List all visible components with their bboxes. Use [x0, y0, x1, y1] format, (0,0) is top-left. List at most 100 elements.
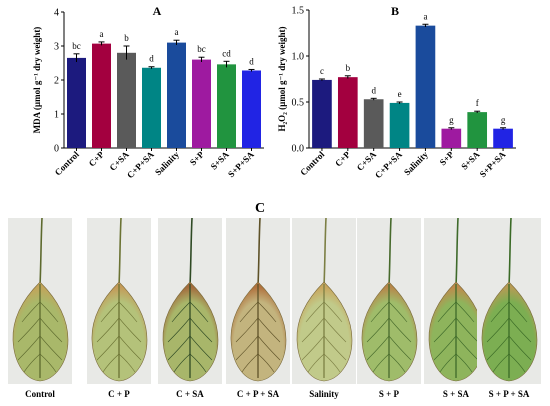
leaf-vein — [307, 353, 325, 373]
leaf-vein — [257, 301, 277, 323]
bar-salinity — [167, 42, 186, 148]
x-tick-label: Salinity — [402, 149, 430, 177]
leaf-petiole — [455, 218, 459, 287]
x-tick-label: C+P+SA — [373, 149, 404, 180]
x-tick-label: S+P+SA — [478, 149, 508, 179]
bar-control — [67, 57, 86, 148]
y-tick-label: 4 — [54, 8, 59, 19]
leaf-photo-control — [8, 218, 72, 384]
significance-letter: e — [398, 89, 402, 99]
leaf-vein — [39, 353, 57, 373]
leaf-vein — [301, 317, 325, 343]
leaf-vein — [486, 335, 510, 361]
leaf-petiole — [323, 218, 327, 287]
leaf-vein — [171, 301, 191, 323]
leaf-vein — [17, 317, 41, 343]
leaf-vein — [372, 353, 390, 373]
significance-letter: g — [501, 115, 506, 125]
leaf-petiole — [257, 218, 261, 287]
leaf-vein — [189, 353, 207, 373]
bar-c-sa — [117, 52, 136, 148]
significance-letter: bc — [197, 44, 206, 54]
leaf-petiole — [118, 218, 122, 287]
chart-title: A — [153, 4, 162, 18]
bar-s-p-sa — [493, 128, 513, 148]
leaf-caption: Salinity — [309, 389, 339, 399]
leaf-vein — [39, 335, 63, 361]
leaf-caption: C + P — [108, 389, 130, 399]
leaf-photo-s-p — [357, 218, 421, 384]
significance-letter: cd — [222, 48, 231, 58]
bar-s-sa — [217, 64, 236, 148]
leaf-vein — [388, 301, 408, 323]
leaf-vein — [235, 317, 259, 343]
y-tick-label: 1 — [54, 110, 59, 121]
leaf-vein — [323, 317, 347, 343]
leaf-vein — [257, 335, 281, 361]
leaf-vein — [437, 301, 457, 323]
leaf-vein — [388, 317, 412, 343]
significance-letter: g — [449, 115, 454, 125]
leaf-vein — [366, 317, 390, 343]
panel-c-label: C — [255, 201, 266, 216]
leaf-vein — [173, 353, 191, 373]
chart-b-h2o2: 0.0 0.5 1.0 1.5 H₂O₂ (µmol g⁻¹ dry weight) Bc… — [277, 4, 516, 180]
significance-letter: a — [100, 29, 104, 39]
significance-letter: a — [423, 11, 427, 21]
y-axis-label: MDA (µmol g⁻¹ dry weight) — [32, 27, 42, 134]
significance-letter: d — [371, 85, 376, 95]
leaf-vein — [96, 317, 120, 343]
leaf-image — [361, 218, 418, 382]
leaf-image — [91, 218, 148, 382]
x-tick-label: S+P+SA — [226, 149, 256, 179]
significance-letter: f — [476, 98, 479, 108]
x-tick-label: C+P — [333, 149, 353, 169]
leaf-vein — [455, 335, 479, 361]
leaf-vein — [508, 301, 528, 323]
leaf-petiole — [189, 218, 193, 287]
leaf-vein — [100, 301, 120, 323]
leaf-vein — [167, 317, 191, 343]
leaf-vein — [118, 301, 138, 323]
leaf-caption: C + P + SA — [236, 389, 280, 399]
leaf-vein — [439, 353, 457, 373]
x-tick-label: S+SA — [209, 149, 232, 172]
leaf-vein — [189, 317, 213, 343]
significance-letter: c — [320, 66, 324, 76]
leaf-vein — [301, 335, 325, 361]
significance-letter: b — [346, 63, 351, 73]
leaf-image — [481, 218, 538, 382]
leaf-petiole — [508, 218, 512, 287]
leaf-vein — [455, 353, 473, 373]
leaf-vein — [96, 335, 120, 361]
leaf-vein — [39, 317, 63, 343]
leaf-vein — [257, 353, 275, 373]
leaf-caption: S + P + SA — [488, 389, 530, 399]
bar-c-sa — [363, 99, 384, 148]
leaf-vein — [323, 301, 343, 323]
leaf-vein — [118, 335, 142, 361]
leaf-vein — [433, 317, 457, 343]
leaf-vein — [455, 301, 475, 323]
y-tick-label: 2 — [54, 76, 59, 87]
bar-s-p — [192, 59, 211, 148]
y-axis-label: H₂O₂ (µmol g⁻¹ dry weight) — [277, 26, 287, 131]
leaf-caption: S + P — [378, 389, 400, 399]
leaf-vein — [118, 353, 136, 373]
leaf-image — [296, 218, 353, 382]
leaf-vein — [241, 353, 259, 373]
leaf-vein — [189, 335, 213, 361]
leaf-vein — [508, 317, 532, 343]
bar-control — [312, 79, 332, 148]
leaf-vein — [433, 335, 457, 361]
bar-salinity — [415, 25, 436, 148]
leaf-vein — [323, 335, 347, 361]
significance-letter: b — [124, 33, 129, 43]
leaf-vein — [508, 353, 526, 373]
x-tick-label: C+SA — [355, 149, 379, 173]
leaf-image — [428, 218, 485, 382]
significance-letter: d — [249, 56, 254, 66]
leaf-vein — [323, 353, 341, 373]
leaf-vein — [23, 353, 41, 373]
